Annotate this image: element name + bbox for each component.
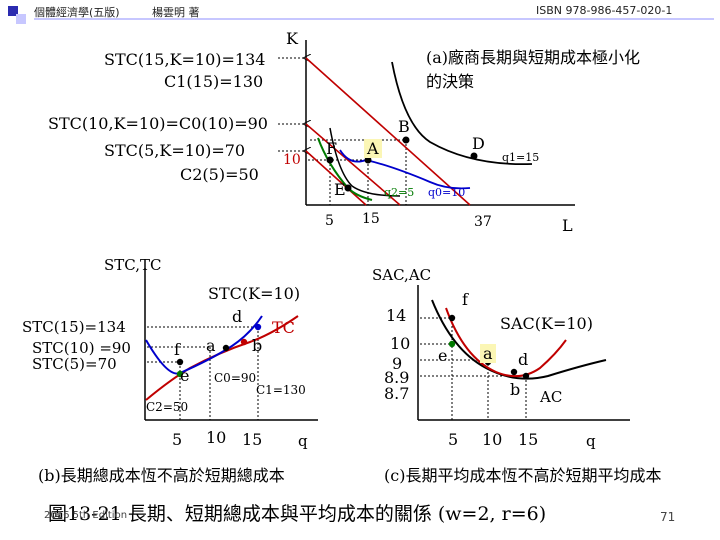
panel-b-stc15-label: STC(15)=134 bbox=[22, 318, 126, 336]
header-square-dark bbox=[8, 6, 18, 16]
panel-b-stc-curve bbox=[145, 315, 263, 375]
panel-a-c2-label: C2(5)=50 bbox=[180, 165, 259, 184]
panel-b-tick-5: 5 bbox=[172, 430, 183, 449]
author: 楊雲明 著 bbox=[152, 6, 200, 19]
panel-a-stc5-label: STC(5,K=10)=70 bbox=[104, 141, 246, 160]
panel-b-point-a: a bbox=[206, 336, 216, 355]
panel-c-tick-10: 10 bbox=[482, 430, 503, 449]
panel-b-axis-y: STC,TC bbox=[104, 256, 162, 274]
panel-b-point-b: b bbox=[252, 336, 263, 355]
header-rule bbox=[34, 18, 714, 20]
panel-c-tick-5: 5 bbox=[448, 430, 459, 449]
panel-c-tick-15: 15 bbox=[518, 430, 539, 449]
isbn: ISBN 978-986-457-020-1 bbox=[536, 4, 673, 17]
panel-a-q1-label: q1=15 bbox=[502, 151, 540, 164]
panel-a-axis-l: L bbox=[562, 216, 573, 235]
panel-b-c0-label: C0=90 bbox=[214, 371, 257, 385]
panel-c-axis-x: q bbox=[586, 432, 596, 450]
panel-c-point-e: e bbox=[438, 346, 448, 365]
panel-a-axis-k: K bbox=[286, 29, 298, 48]
panel-c-point-f: f bbox=[462, 290, 468, 309]
panel-b-point-e: e bbox=[180, 366, 190, 385]
header-square-light bbox=[16, 14, 26, 24]
panel-a-isocost-lines bbox=[305, 57, 471, 206]
panel-b-subtitle: (b)長期總成本恆不高於短期總成本 bbox=[38, 466, 285, 485]
panel-a-point-d: D bbox=[472, 134, 485, 153]
panel-a-stc10-label: STC(10,K=10)=C0(10)=90 bbox=[48, 114, 268, 133]
panel-c-point-b: b bbox=[510, 380, 521, 399]
panel-a-isoquant-q0 bbox=[339, 149, 471, 190]
panel-b-points bbox=[176, 323, 262, 378]
panel-c-leaders bbox=[420, 317, 527, 420]
panel-b-stc10-label: STC(10) =90 bbox=[32, 339, 131, 357]
panel-c-axis-y: SAC,AC bbox=[372, 266, 432, 284]
panel-a-title-line1: (a)廠商長期與短期成本極小化 bbox=[426, 48, 641, 67]
panel-a-isoquant-q1 bbox=[391, 61, 533, 166]
panel-a-stc15-label: STC(15,K=10)=134 bbox=[104, 50, 266, 69]
panel-b-c2-label: C2=50 bbox=[146, 400, 189, 414]
panel-b-axes bbox=[144, 268, 318, 421]
panel-b-stc5-label: STC(5)=70 bbox=[32, 355, 117, 373]
panel-c-sac-k10-label: SAC(K=10) bbox=[500, 314, 593, 333]
panel-b-point-f: f bbox=[174, 340, 180, 359]
panel-a-title-line2: 的決策 bbox=[426, 72, 475, 91]
panel-c-point-d: d bbox=[518, 350, 529, 369]
panel-b-point-d: d bbox=[232, 307, 243, 326]
panel-a-l-tick-37: 37 bbox=[474, 214, 492, 230]
panel-a-l-tick-5: 5 bbox=[325, 213, 334, 229]
figure-caption: 圖13-21 長期、短期總成本與平均成本的關係 (w=2, r=6) bbox=[48, 503, 547, 525]
panel-b-stc-k10-label: STC(K=10) bbox=[208, 284, 301, 303]
panel-b-axis-x: q bbox=[298, 432, 308, 450]
panel-b-tick-15: 15 bbox=[242, 430, 263, 449]
panel-a-l-tick-15: 15 bbox=[362, 211, 380, 227]
panel-a-point-a: A bbox=[364, 139, 382, 158]
panel-c-value-10: 10 bbox=[390, 334, 411, 353]
page-number: 71 bbox=[660, 510, 676, 524]
panel-c-axes bbox=[417, 285, 630, 421]
panel-b-c1-label: C1=130 bbox=[256, 383, 306, 397]
panel-c-ac-label: AC bbox=[540, 388, 563, 406]
panel-c-sac-curve bbox=[445, 307, 567, 378]
panel-a-point-b: B bbox=[398, 117, 410, 136]
panel-a-point-f: F bbox=[326, 139, 338, 158]
panel-a-c1-label: C1(15)=130 bbox=[164, 72, 264, 91]
panel-c-value-9: 9 bbox=[392, 354, 403, 373]
panel-c-value-8-7: 8.7 bbox=[384, 384, 410, 403]
panel-c-point-a: a bbox=[480, 344, 496, 363]
panel-a-isoquant-q2 bbox=[329, 127, 401, 197]
panel-b-tc-label: TC bbox=[272, 318, 295, 337]
panel-a-point-e: E bbox=[334, 180, 346, 199]
panel-a-q2-label: q2=5 bbox=[384, 186, 415, 199]
panel-a-k10-label: 10 bbox=[283, 152, 301, 168]
edition-footnote: 2016 5th Edition bbox=[44, 510, 128, 521]
panel-c-subtitle: (c)長期平均成本恆不高於短期平均成本 bbox=[384, 466, 662, 485]
panel-a-points bbox=[326, 136, 478, 192]
slide-header: 個體經濟學(五版) 楊雲明 著 ISBN 978-986-457-020-1 bbox=[0, 0, 720, 24]
book-title: 個體經濟學(五版) bbox=[34, 6, 120, 19]
panel-a-q0-label: q0=10 bbox=[428, 186, 466, 199]
panel-b-tick-10: 10 bbox=[206, 428, 227, 447]
panel-c-value-8-9: 8.9 bbox=[384, 368, 410, 387]
panel-c-value-14: 14 bbox=[386, 306, 407, 325]
